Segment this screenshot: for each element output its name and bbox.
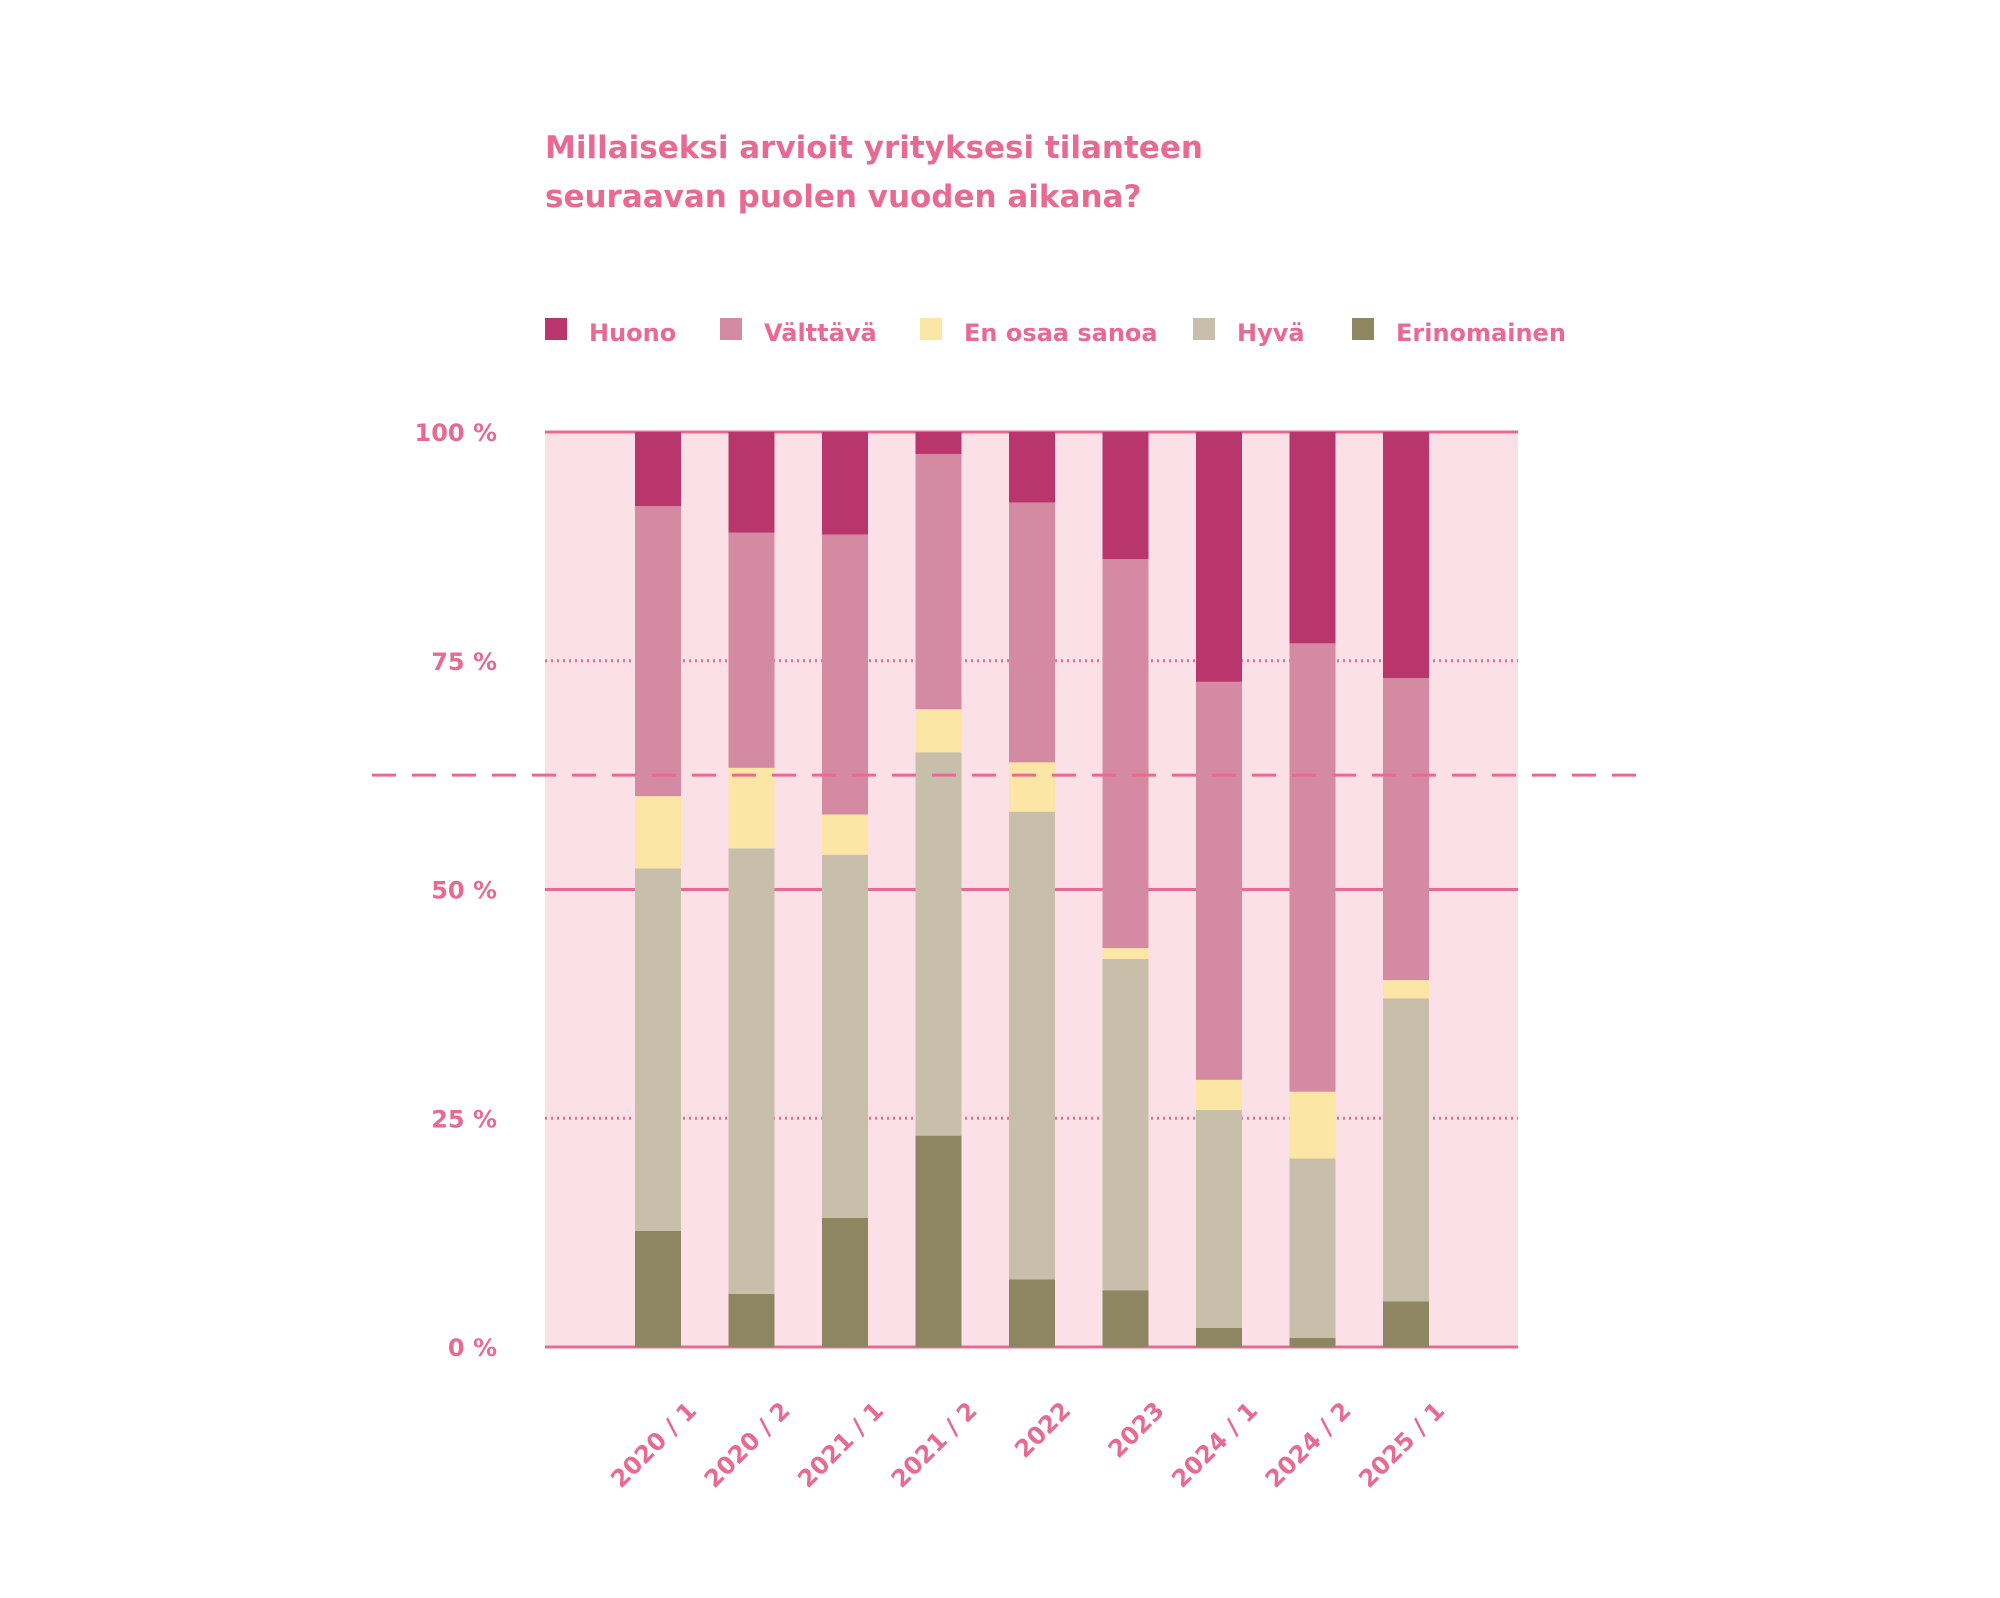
bar-huono: [635, 432, 681, 507]
bar-en-osaa-sanoa: [1196, 1079, 1242, 1111]
bar-stack-2022: [1009, 432, 1055, 1347]
legend-label: Huono: [589, 319, 676, 347]
y-tick-label: 75 %: [431, 648, 497, 676]
bar-hyvä: [635, 868, 681, 1231]
y-tick-label: 100 %: [415, 419, 498, 447]
legend-swatch: [1352, 318, 1374, 340]
x-tick-label: 2024 / 2: [1260, 1396, 1357, 1493]
bar-stack-20212: [915, 432, 962, 1347]
bar-stack-20251: [1383, 432, 1429, 1347]
bar-hyvä: [822, 854, 868, 1218]
y-tick-label: 0 %: [448, 1334, 497, 1362]
bar-erinomainen: [1102, 1290, 1149, 1347]
bar-huono: [1196, 432, 1242, 682]
chart-title: Millaiseksi arvioit yrityksesi tilanteen…: [545, 130, 1203, 215]
bar-stack-20241: [1196, 432, 1242, 1347]
legend: Huono Välttävä En osaa sanoa Hyvä Erinomaine…: [545, 318, 1566, 347]
x-tick-label: 2024 / 1: [1166, 1396, 1263, 1493]
legend-item-välttävä: Välttävä: [720, 318, 877, 347]
x-tick-label: 2020 / 1: [605, 1396, 702, 1493]
legend-label: En osaa sanoa: [964, 319, 1158, 347]
bar-huono: [915, 432, 962, 454]
bar-välttävä: [1289, 643, 1336, 1092]
legend-label: Välttävä: [764, 319, 877, 347]
bar-erinomainen: [915, 1135, 962, 1347]
bar-en-osaa-sanoa: [1009, 762, 1055, 812]
bars: [635, 432, 1429, 1347]
bar-välttävä: [1383, 678, 1429, 981]
legend-swatch: [545, 318, 567, 340]
bar-erinomainen: [1009, 1279, 1055, 1347]
bar-en-osaa-sanoa: [728, 767, 775, 849]
bar-välttävä: [1102, 559, 1149, 949]
legend-item-en-osaa-sanoa: En osaa sanoa: [920, 318, 1158, 347]
chart-title-line-2: seuraavan puolen vuoden aikana?: [545, 179, 1141, 215]
y-tick-label: 50 %: [431, 877, 497, 905]
legend-swatch: [720, 318, 742, 340]
bar-huono: [1383, 432, 1429, 679]
x-tick-label: 2023: [1103, 1396, 1170, 1463]
bar-hyvä: [728, 848, 775, 1294]
bar-en-osaa-sanoa: [822, 814, 868, 855]
bar-välttävä: [915, 453, 962, 710]
bar-välttävä: [1196, 681, 1242, 1080]
bar-erinomainen: [1383, 1301, 1429, 1347]
bar-hyvä: [1383, 998, 1429, 1302]
bar-välttävä: [635, 506, 681, 797]
chart-title-line-1: Millaiseksi arvioit yrityksesi tilanteen: [545, 130, 1203, 166]
bar-stack-20201: [635, 432, 681, 1347]
legend-label: Hyvä: [1237, 319, 1305, 347]
bar-erinomainen: [1289, 1337, 1336, 1347]
bar-hyvä: [915, 752, 962, 1136]
bar-huono: [1289, 432, 1336, 644]
legend-label: Erinomainen: [1396, 319, 1566, 347]
x-tick-label: 2021 / 1: [792, 1396, 889, 1493]
y-tick-label: 25 %: [431, 1105, 497, 1133]
bar-en-osaa-sanoa: [915, 709, 962, 753]
bar-hyvä: [1196, 1110, 1242, 1328]
bar-huono: [822, 432, 868, 535]
bar-välttävä: [1009, 502, 1055, 763]
bar-erinomainen: [822, 1217, 868, 1347]
bar-hyvä: [1009, 811, 1055, 1280]
bar-stack-20211: [822, 432, 868, 1347]
bar-en-osaa-sanoa: [1289, 1091, 1336, 1159]
bar-hyvä: [1102, 959, 1149, 1291]
x-tick-label: 2022: [1009, 1396, 1076, 1463]
bar-välttävä: [728, 532, 775, 768]
bar-huono: [1102, 432, 1149, 560]
legend-item-erinomainen: Erinomainen: [1352, 318, 1566, 347]
bar-erinomainen: [728, 1293, 775, 1347]
bar-en-osaa-sanoa: [635, 796, 681, 869]
bar-en-osaa-sanoa: [1102, 948, 1149, 960]
y-axis-ticks: 100 % 75 % 50 % 25 % 0 %: [415, 419, 498, 1362]
legend-swatch: [920, 318, 942, 340]
legend-item-huono: Huono: [545, 318, 676, 347]
legend-swatch: [1193, 318, 1215, 340]
bar-hyvä: [1289, 1158, 1336, 1338]
x-tick-label: 2021 / 2: [886, 1396, 983, 1493]
bar-en-osaa-sanoa: [1383, 980, 1429, 999]
bar-stack-20242: [1289, 432, 1336, 1347]
x-tick-label: 2020 / 2: [699, 1396, 796, 1493]
bar-huono: [728, 432, 775, 533]
bar-huono: [1009, 432, 1055, 503]
bar-erinomainen: [1196, 1327, 1242, 1347]
bar-välttävä: [822, 534, 868, 815]
legend-item-hyvä: Hyvä: [1193, 318, 1305, 347]
x-tick-label: 2025 / 1: [1353, 1396, 1450, 1493]
bar-stack-2023: [1102, 432, 1149, 1347]
bar-erinomainen: [635, 1230, 681, 1347]
bar-stack-20202: [728, 432, 775, 1347]
